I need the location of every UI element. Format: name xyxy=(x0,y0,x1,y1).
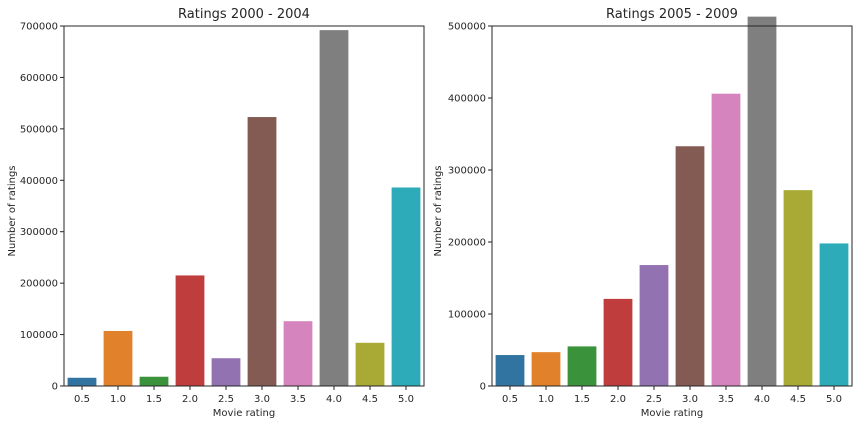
bar-1.5 xyxy=(139,376,169,386)
y-tick-label: 300000 xyxy=(20,227,58,238)
x-tick-label: 1.0 xyxy=(538,394,554,405)
chart-ratings-2000-2004: Ratings 2000 - 2004 Movie rating Number … xyxy=(7,7,425,419)
bar-2.0 xyxy=(175,275,205,386)
x-axis-label: Movie rating xyxy=(213,408,275,419)
bar-5.0 xyxy=(819,243,849,386)
x-tick-label: 4.0 xyxy=(326,394,342,405)
y-tick-label: 100000 xyxy=(448,310,486,321)
plot-frame xyxy=(491,25,853,387)
bar-0.5 xyxy=(495,355,525,386)
x-tick-label: 2.0 xyxy=(610,394,626,405)
y-ticks: 0 100000 200000 300000 400000 500000 xyxy=(448,22,492,393)
y-tick-label: 600000 xyxy=(20,73,58,84)
y-tick-label: 200000 xyxy=(448,238,486,249)
y-axis-label: Number of ratings xyxy=(433,165,444,256)
x-tick-label: 5.0 xyxy=(398,394,414,405)
bar-4.5 xyxy=(783,190,813,386)
y-tick-label: 500000 xyxy=(20,124,58,135)
x-tick-label: 0.5 xyxy=(502,394,518,405)
x-tick-label: 4.5 xyxy=(790,394,806,405)
chart-title: Ratings 2000 - 2004 xyxy=(178,7,310,22)
x-tick-label: 1.5 xyxy=(574,394,590,405)
x-tick-label: 4.0 xyxy=(754,394,770,405)
x-axis-label: Movie rating xyxy=(641,408,703,419)
bar-1.5 xyxy=(567,346,597,386)
bar-1.0 xyxy=(103,330,133,386)
axes-frame xyxy=(63,25,425,387)
y-tick-label: 700000 xyxy=(20,22,58,33)
axes-frame xyxy=(491,25,853,387)
x-tick-label: 2.0 xyxy=(182,394,198,405)
x-tick-label: 3.0 xyxy=(682,394,698,405)
y-tick-label: 400000 xyxy=(448,94,486,105)
bar-3.5 xyxy=(711,93,741,387)
y-tick-label: 400000 xyxy=(20,176,58,187)
bar-4.0 xyxy=(319,30,349,386)
chart-ratings-2005-2009: Ratings 2005 - 2009 Movie rating Number … xyxy=(433,7,853,419)
bar-2.5 xyxy=(211,358,241,386)
bar-1.0 xyxy=(531,352,561,386)
x-ticks: 0.5 1.0 1.5 2.0 2.5 3.0 3.5 4.0 4.5 5.0 xyxy=(502,386,842,405)
bar-4.5 xyxy=(355,342,385,386)
y-axis-label: Number of ratings xyxy=(7,165,18,256)
x-tick-label: 4.5 xyxy=(362,394,378,405)
x-tick-label: 0.5 xyxy=(74,394,90,405)
y-tick-label: 300000 xyxy=(448,166,486,177)
x-tick-label: 1.5 xyxy=(146,394,162,405)
bar-3.0 xyxy=(247,117,277,387)
y-tick-label: 200000 xyxy=(20,279,58,290)
y-tick-label: 500000 xyxy=(448,22,486,33)
y-tick-label: 0 xyxy=(480,382,486,393)
bars xyxy=(495,16,849,387)
x-tick-label: 3.5 xyxy=(718,394,734,405)
x-tick-label: 1.0 xyxy=(110,394,126,405)
x-tick-label: 3.0 xyxy=(254,394,270,405)
plot-frame xyxy=(63,25,425,387)
bar-5.0 xyxy=(391,187,421,386)
y-ticks: 0 100000 200000 300000 400000 500000 600000 700… xyxy=(20,22,64,393)
bar-3.5 xyxy=(283,321,313,386)
bar-2.5 xyxy=(639,265,669,386)
y-tick-label: 100000 xyxy=(20,330,58,341)
x-tick-label: 2.5 xyxy=(646,394,662,405)
bar-3.0 xyxy=(675,146,705,386)
x-ticks: 0.5 1.0 1.5 2.0 2.5 3.0 3.5 4.0 4.5 5.0 xyxy=(74,386,414,405)
x-tick-label: 3.5 xyxy=(290,394,306,405)
bars xyxy=(67,30,421,387)
chart-title: Ratings 2005 - 2009 xyxy=(606,7,738,22)
y-tick-label: 0 xyxy=(52,382,58,393)
bar-4.0 xyxy=(747,16,777,386)
x-tick-label: 5.0 xyxy=(826,394,842,405)
bar-2.0 xyxy=(603,298,633,386)
x-tick-label: 2.5 xyxy=(218,394,234,405)
bar-0.5 xyxy=(67,377,97,386)
